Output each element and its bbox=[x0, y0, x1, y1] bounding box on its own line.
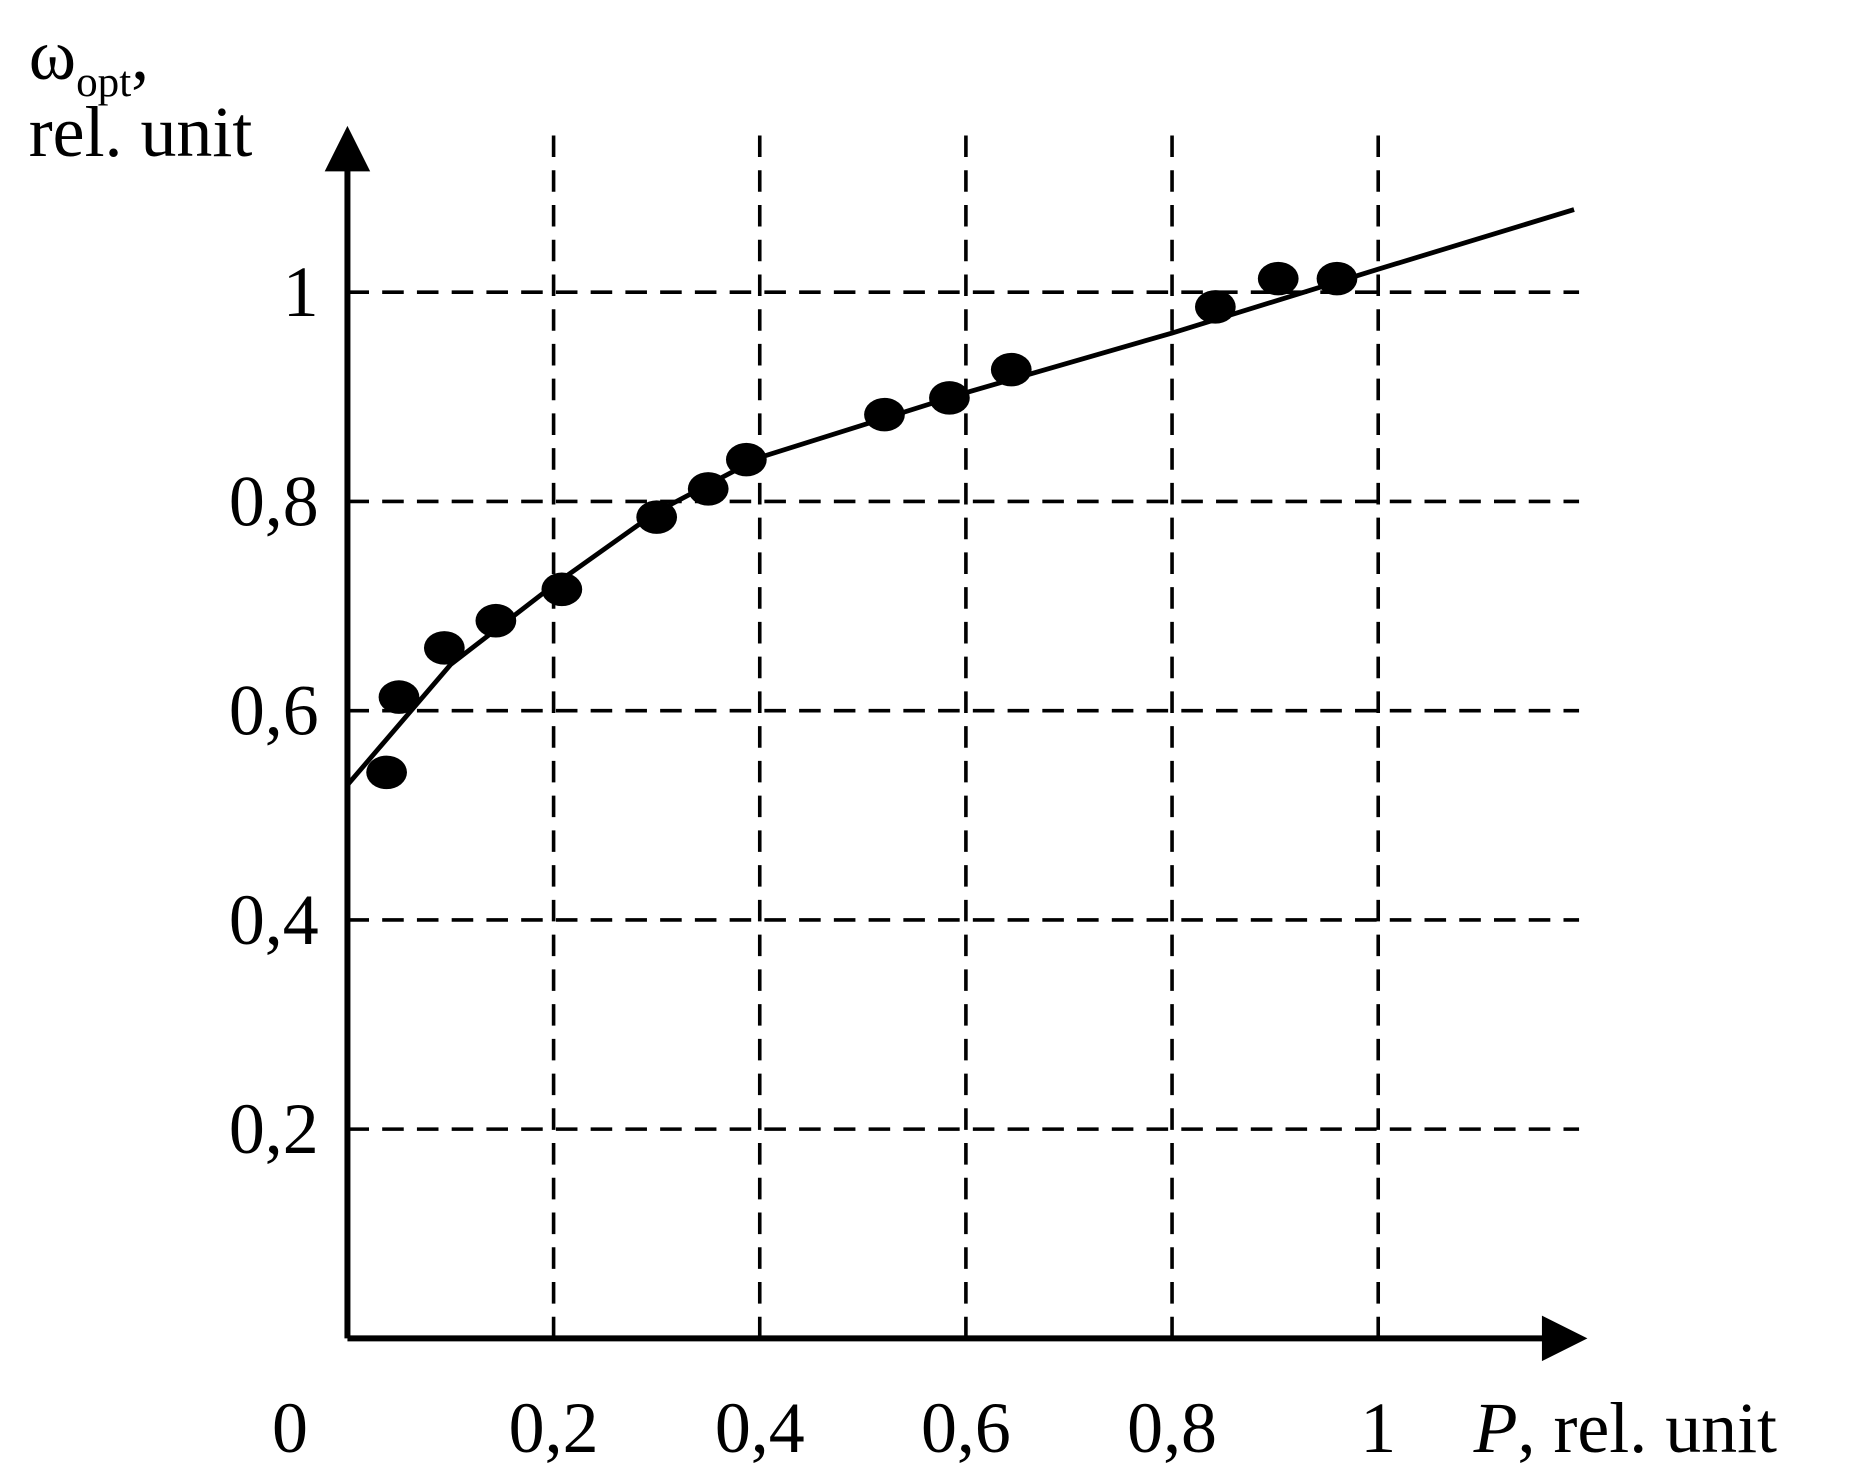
x-tick-label: 0,2 bbox=[509, 1388, 599, 1468]
data-point bbox=[366, 755, 407, 790]
x-tick-label: 0,6 bbox=[921, 1388, 1011, 1468]
y-tick-label: 0,6 bbox=[229, 671, 319, 751]
y-axis-unit: rel. unit bbox=[29, 92, 253, 172]
y-tick-label: 1 bbox=[283, 252, 319, 332]
y-label-symbol: ω bbox=[29, 15, 76, 95]
x-label-symbol: P bbox=[1473, 1388, 1518, 1468]
x-tick-label: 1 bbox=[1360, 1388, 1396, 1468]
data-point bbox=[423, 631, 465, 665]
x-axis-arrow bbox=[1541, 1315, 1588, 1362]
x-axis-label: P, rel. unit bbox=[1473, 1388, 1777, 1468]
x-tick-label: 0,8 bbox=[1127, 1388, 1217, 1468]
y-label-suffix: , bbox=[131, 15, 149, 95]
data-point bbox=[864, 397, 905, 432]
data-point bbox=[1257, 261, 1299, 296]
x-tick-label: 0,4 bbox=[715, 1388, 805, 1468]
fit-line bbox=[345, 207, 1575, 787]
y-axis-label: ωopt, bbox=[29, 15, 149, 106]
data-point bbox=[636, 500, 678, 534]
data-point bbox=[541, 572, 583, 607]
data-point bbox=[687, 472, 729, 506]
data-point bbox=[725, 442, 767, 477]
y-label-subscript: opt bbox=[76, 59, 131, 106]
data-point bbox=[990, 352, 1032, 387]
data-point bbox=[1194, 290, 1236, 324]
data-point bbox=[378, 680, 420, 714]
x-tick-label: 0 bbox=[272, 1388, 308, 1468]
y-tick-label: 0,8 bbox=[229, 461, 319, 541]
data-point bbox=[1316, 261, 1358, 296]
y-axis-arrow bbox=[324, 125, 371, 172]
y-tick-label: 0,2 bbox=[229, 1089, 319, 1169]
data-point bbox=[929, 381, 970, 415]
x-label-text: , rel. unit bbox=[1518, 1388, 1778, 1468]
data-point bbox=[475, 603, 517, 638]
y-tick-label: 0,4 bbox=[229, 880, 319, 960]
